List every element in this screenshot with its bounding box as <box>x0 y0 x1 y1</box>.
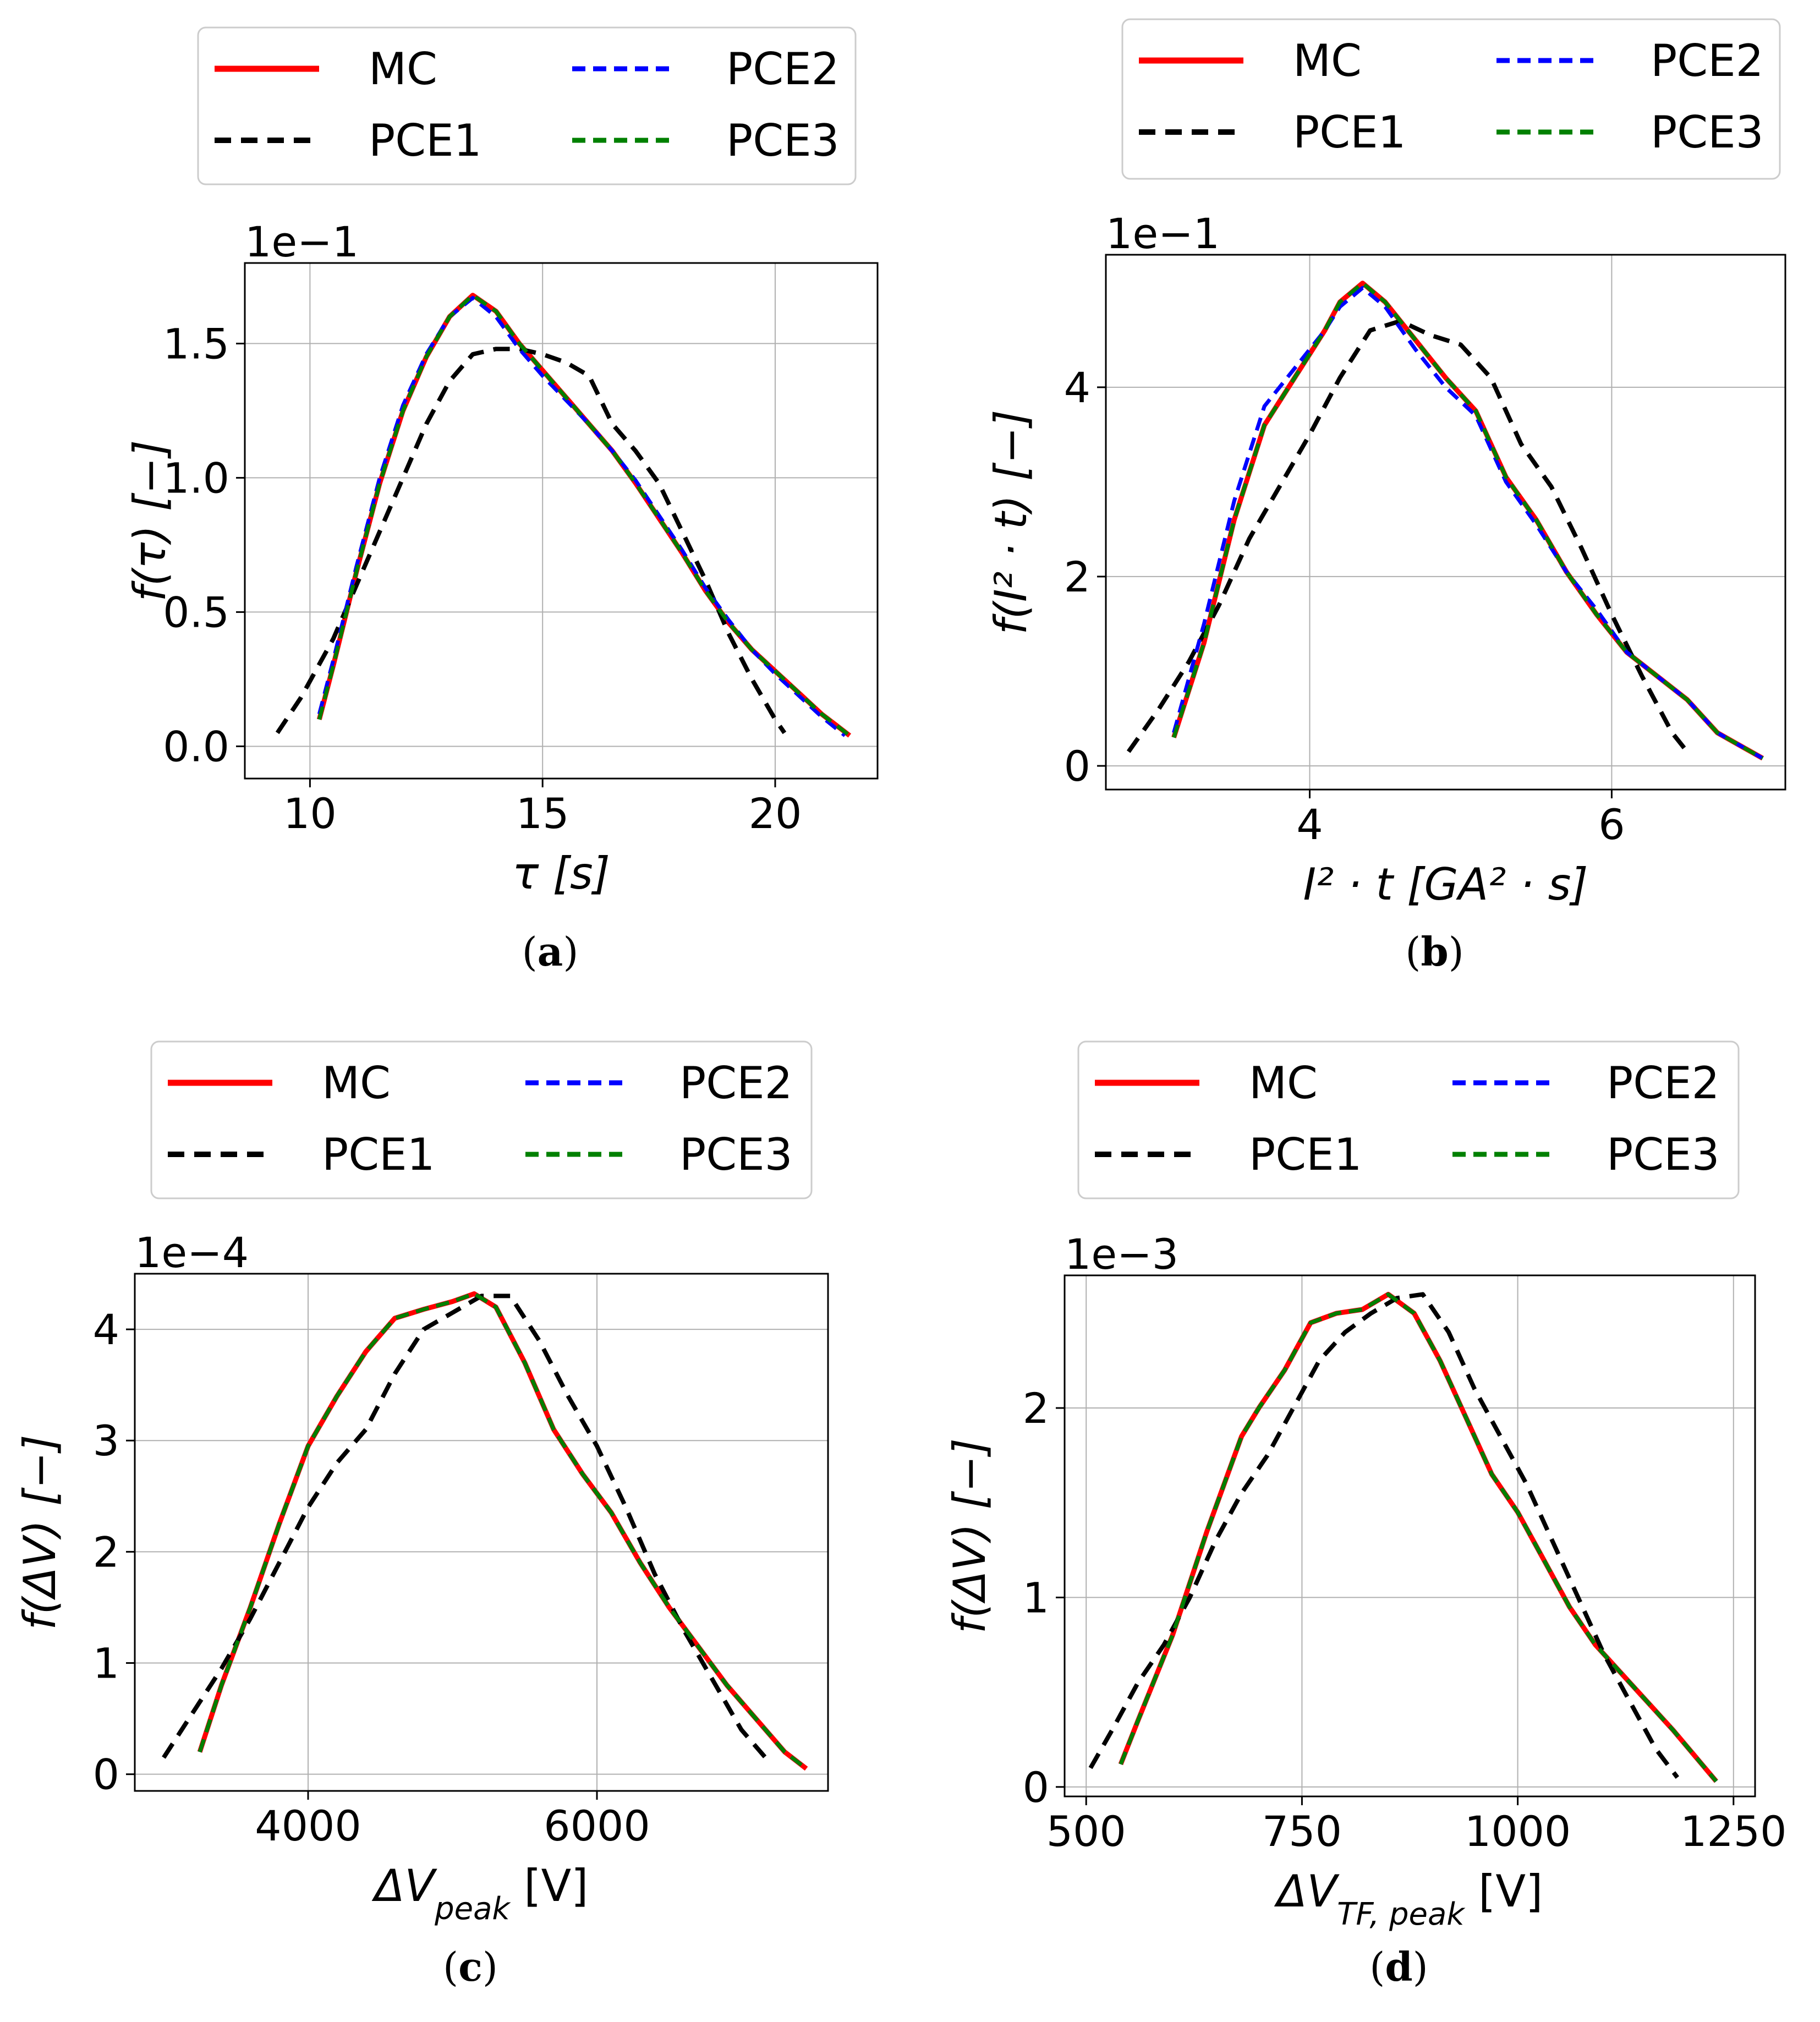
chart-panel-a: 10 15 20 0.0 0.5 1.0 1.5 1e−1 τ [s] f(τ) [−] MC PCE… <box>124 26 879 975</box>
x-tick-label: 4 <box>1296 800 1323 849</box>
series-line-pce2 <box>1172 286 1764 760</box>
legend-label-pce2: PCE2 <box>1651 35 1764 86</box>
legend-box <box>1121 18 1781 180</box>
x-tick-label: 500 <box>1046 1807 1126 1856</box>
y-tick-label: 0.5 <box>163 588 229 637</box>
legend-label-mc: MC <box>369 43 437 95</box>
plot-frame <box>134 1273 829 1792</box>
x-tick-label: 4000 <box>255 1801 361 1850</box>
legend-label-pce2: PCE2 <box>726 43 840 95</box>
y-tick-label: 2 <box>1023 1384 1049 1433</box>
series-line-pce1 <box>162 1294 772 1765</box>
x-tick-label: 750 <box>1262 1807 1342 1856</box>
series-line-pce3 <box>1119 1292 1718 1783</box>
y-tick-label: 1.5 <box>163 319 229 368</box>
chart-panel-c: 4000 6000 0 1 2 3 4 1e−4 ΔVpeak [V] f(ΔV) [−] MC PC… <box>14 1040 829 1990</box>
series-line-mc <box>197 1291 808 1771</box>
y-axis-label: f(ΔV) [−] <box>944 1438 995 1634</box>
series-line-pce1 <box>1126 319 1689 753</box>
axis-scale-label: 1e−1 <box>1106 209 1220 258</box>
y-tick-label: 2 <box>1064 552 1090 601</box>
x-tick-label: 6 <box>1598 800 1625 849</box>
y-tick-label: 0 <box>1064 742 1090 791</box>
legend-box <box>197 26 857 185</box>
legend-label-pce1: PCE1 <box>369 115 482 166</box>
y-tick-label: 3 <box>93 1416 119 1465</box>
x-axis-label: ΔVTF, peak [V] <box>1274 1866 1543 1932</box>
y-tick-label: 2 <box>93 1527 119 1576</box>
series-line-pce1 <box>1088 1292 1679 1779</box>
legend-label-mc: MC <box>322 1057 391 1109</box>
series-line-pce3 <box>317 293 851 737</box>
x-tick-label: 20 <box>749 789 802 838</box>
x-tick-label: 1000 <box>1465 1807 1571 1856</box>
legend-label-pce1: PCE1 <box>1293 107 1406 158</box>
legend-box <box>1077 1040 1740 1199</box>
y-tick-label: 1.0 <box>163 453 229 502</box>
series-line-mc <box>1118 1291 1718 1783</box>
y-axis-label: f(τ) [−] <box>124 440 176 602</box>
legend-label-pce1: PCE1 <box>322 1129 435 1180</box>
plot-frame <box>244 262 879 780</box>
legend-box <box>150 1040 813 1199</box>
legend-label-pce1: PCE1 <box>1249 1129 1362 1180</box>
y-tick-label: 0.0 <box>163 722 229 771</box>
chart-panel-b: 4 6 0 2 4 1e−1 I² · t [GA² · s] f(I² · t) [−] MC… <box>985 18 1786 975</box>
y-tick-label: 0 <box>93 1750 119 1799</box>
legend-label-pce2: PCE2 <box>679 1057 793 1109</box>
y-tick-label: 4 <box>1064 363 1090 412</box>
x-tick-label: 10 <box>283 789 337 838</box>
panel-caption: (c) <box>443 1943 498 1990</box>
series-line-pce3 <box>198 1291 808 1771</box>
legend-label-mc: MC <box>1293 35 1362 86</box>
panel-caption: (d) <box>1369 1943 1428 1990</box>
series-line-pce2 <box>198 1291 808 1771</box>
legend-label-mc: MC <box>1249 1057 1318 1109</box>
y-axis-label: f(ΔV) [−] <box>14 1435 65 1630</box>
y-axis-label: f(I² · t) [−] <box>985 410 1037 635</box>
plot-frame <box>1064 1274 1756 1798</box>
series-line-pce1 <box>275 347 787 735</box>
x-axis-label: ΔVpeak [V] <box>371 1860 589 1927</box>
x-tick-label: 15 <box>516 789 569 838</box>
y-tick-label: 4 <box>93 1305 119 1354</box>
series-line-pce2 <box>317 295 846 737</box>
axis-scale-label: 1e−3 <box>1065 1230 1178 1279</box>
axis-scale-label: 1e−1 <box>245 217 359 266</box>
y-tick-label: 1 <box>93 1639 119 1688</box>
legend-label-pce2: PCE2 <box>1607 1057 1720 1109</box>
legend-label-pce3: PCE3 <box>726 115 840 166</box>
legend-label-pce3: PCE3 <box>1607 1129 1720 1180</box>
panel-caption: (b) <box>1405 928 1464 975</box>
x-tick-label: 1250 <box>1680 1807 1786 1856</box>
x-axis-label: I² · t [GA² · s] <box>1303 859 1588 910</box>
chart-panel-d: 500 750 1000 1250 0 1 2 1e−3 ΔVTF, peak [V] f(ΔV)… <box>944 1040 1786 1990</box>
y-tick-label: 0 <box>1023 1763 1049 1812</box>
series-line-pce3 <box>1172 281 1764 760</box>
plot-frame <box>1105 254 1786 791</box>
axis-scale-label: 1e−4 <box>135 1228 249 1277</box>
legend-label-pce3: PCE3 <box>1651 107 1764 158</box>
legend-label-pce3: PCE3 <box>679 1129 793 1180</box>
series-line-pce2 <box>1119 1292 1718 1783</box>
y-tick-label: 1 <box>1023 1573 1049 1622</box>
panel-caption: (a) <box>522 928 579 975</box>
x-axis-label: τ [s] <box>512 848 610 899</box>
x-tick-label: 6000 <box>544 1801 650 1850</box>
